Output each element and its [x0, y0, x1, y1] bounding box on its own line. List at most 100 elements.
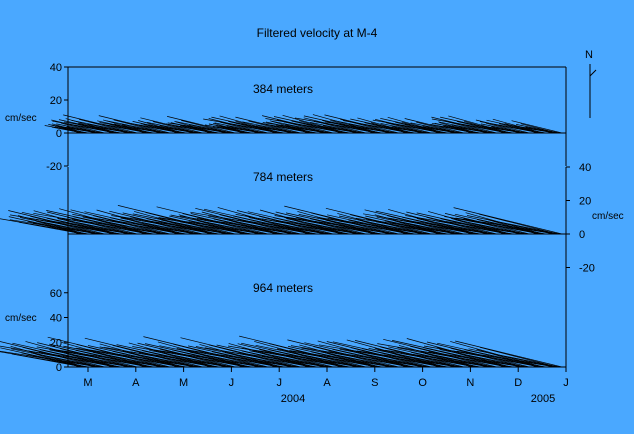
velocity-stick: [208, 215, 298, 235]
velocity-stick: [132, 213, 233, 235]
velocity-stick: [87, 345, 185, 368]
velocity-stick: [12, 342, 120, 368]
velocity-stick: [241, 342, 349, 368]
velocity-stick: [366, 218, 463, 235]
velocity-stick: [11, 348, 102, 368]
y-tick-label: 40: [50, 313, 62, 325]
velocity-stick: [159, 345, 265, 368]
velocity-stick: [46, 210, 153, 235]
y-unit-label: cm/sec: [5, 113, 37, 124]
velocity-stick: [363, 213, 481, 235]
velocity-stick: [235, 214, 350, 235]
velocity-stick: [175, 125, 215, 134]
x-month-label: A: [323, 377, 331, 389]
velocity-stick: [511, 120, 563, 134]
velocity-stick: [19, 217, 102, 235]
velocity-stick: [49, 343, 153, 368]
velocity-stick: [374, 118, 432, 134]
y-tick-label: 40: [50, 62, 62, 74]
velocity-stick: [406, 211, 497, 235]
velocity-stick: [140, 117, 203, 134]
velocity-stick: [111, 215, 220, 235]
velocity-stick: [468, 348, 559, 368]
velocity-stick: [377, 348, 481, 368]
velocity-stick: [0, 351, 89, 368]
velocity-stick: [262, 122, 332, 134]
velocity-stick: [182, 348, 300, 368]
velocity-stick: [431, 122, 496, 134]
north-indicator: N: [585, 49, 597, 118]
velocity-stick: [216, 344, 316, 368]
velocity-stick: [288, 346, 381, 368]
panel-1: 40 20 0 -20 cm/sec 384 meters: [5, 62, 567, 173]
velocity-stick: [221, 126, 262, 134]
velocity-stick: [372, 119, 448, 134]
velocity-stick: [327, 214, 414, 235]
x-month-label: O: [418, 377, 427, 389]
velocity-stick: [204, 124, 252, 134]
velocity-stick: [301, 347, 396, 368]
velocity-stick: [236, 210, 334, 235]
x-month-label: J: [563, 377, 569, 389]
velocity-stick: [275, 211, 367, 235]
velocity-stick: [449, 121, 509, 134]
velocity-stick: [140, 123, 202, 134]
x-month-label: J: [229, 377, 235, 389]
time-axis: M A M J J A S O N D J 2004 2005: [83, 367, 569, 405]
velocity-stick: [62, 126, 99, 134]
velocity-stick: [446, 221, 528, 235]
y-unit-label: cm/sec: [5, 313, 37, 324]
velocity-stick: [179, 215, 285, 235]
velocity-stick: [165, 123, 220, 134]
velocity-stick: [486, 126, 523, 134]
velocity-stick: [9, 219, 104, 235]
velocity-stick: [437, 342, 545, 368]
velocity-stick: [0, 345, 122, 368]
velocity-stick: [138, 352, 234, 368]
velocity-stick: [126, 122, 187, 134]
velocity-stick: [338, 215, 429, 235]
velocity-stick: [204, 347, 318, 368]
velocity-stick: [0, 347, 87, 368]
velocity-stick: [103, 124, 149, 134]
velocity-stick: [33, 212, 154, 235]
velocity-stick: [276, 348, 383, 368]
velocity-stick: [304, 342, 414, 368]
velocity-stick: [392, 340, 512, 368]
velocity-stick: [339, 348, 429, 368]
velocity-stick: [343, 120, 416, 134]
velocity-stick: [203, 208, 316, 235]
velocity-stick: [475, 124, 528, 134]
velocity-stick: [44, 125, 89, 134]
velocity-stick: [404, 123, 463, 134]
y-tick-label: 40: [579, 162, 591, 174]
velocity-stick: [247, 211, 349, 235]
velocity-stick: [375, 124, 430, 134]
velocity-stick: [180, 337, 301, 368]
velocity-stick: [241, 347, 365, 368]
y-tick-label: 0: [56, 128, 62, 140]
velocity-stick: [190, 211, 318, 235]
velocity-stick: [455, 217, 561, 235]
velocity-stick: [446, 125, 491, 134]
velocity-stick: [478, 213, 558, 235]
y-tick-label: 60: [50, 288, 62, 300]
velocity-stick: [286, 216, 398, 235]
x-month-label: M: [179, 377, 188, 389]
y-tick-label: 0: [56, 362, 62, 374]
velocity-stick: [385, 349, 496, 368]
velocity-stick: [167, 122, 234, 134]
x-year-label: 2004: [281, 393, 305, 405]
velocity-stick: [86, 349, 202, 368]
velocity-stick: [239, 335, 367, 368]
velocity-stick: [235, 122, 300, 134]
velocity-stick: [158, 217, 267, 235]
velocity-stick: [51, 119, 105, 134]
velocity-stick: [511, 125, 561, 134]
velocity-stick: [255, 344, 363, 368]
velocity-stick: [48, 220, 136, 235]
north-arrow-head: [589, 69, 597, 77]
velocity-stick: [52, 120, 122, 134]
velocity-stick: [388, 346, 479, 368]
